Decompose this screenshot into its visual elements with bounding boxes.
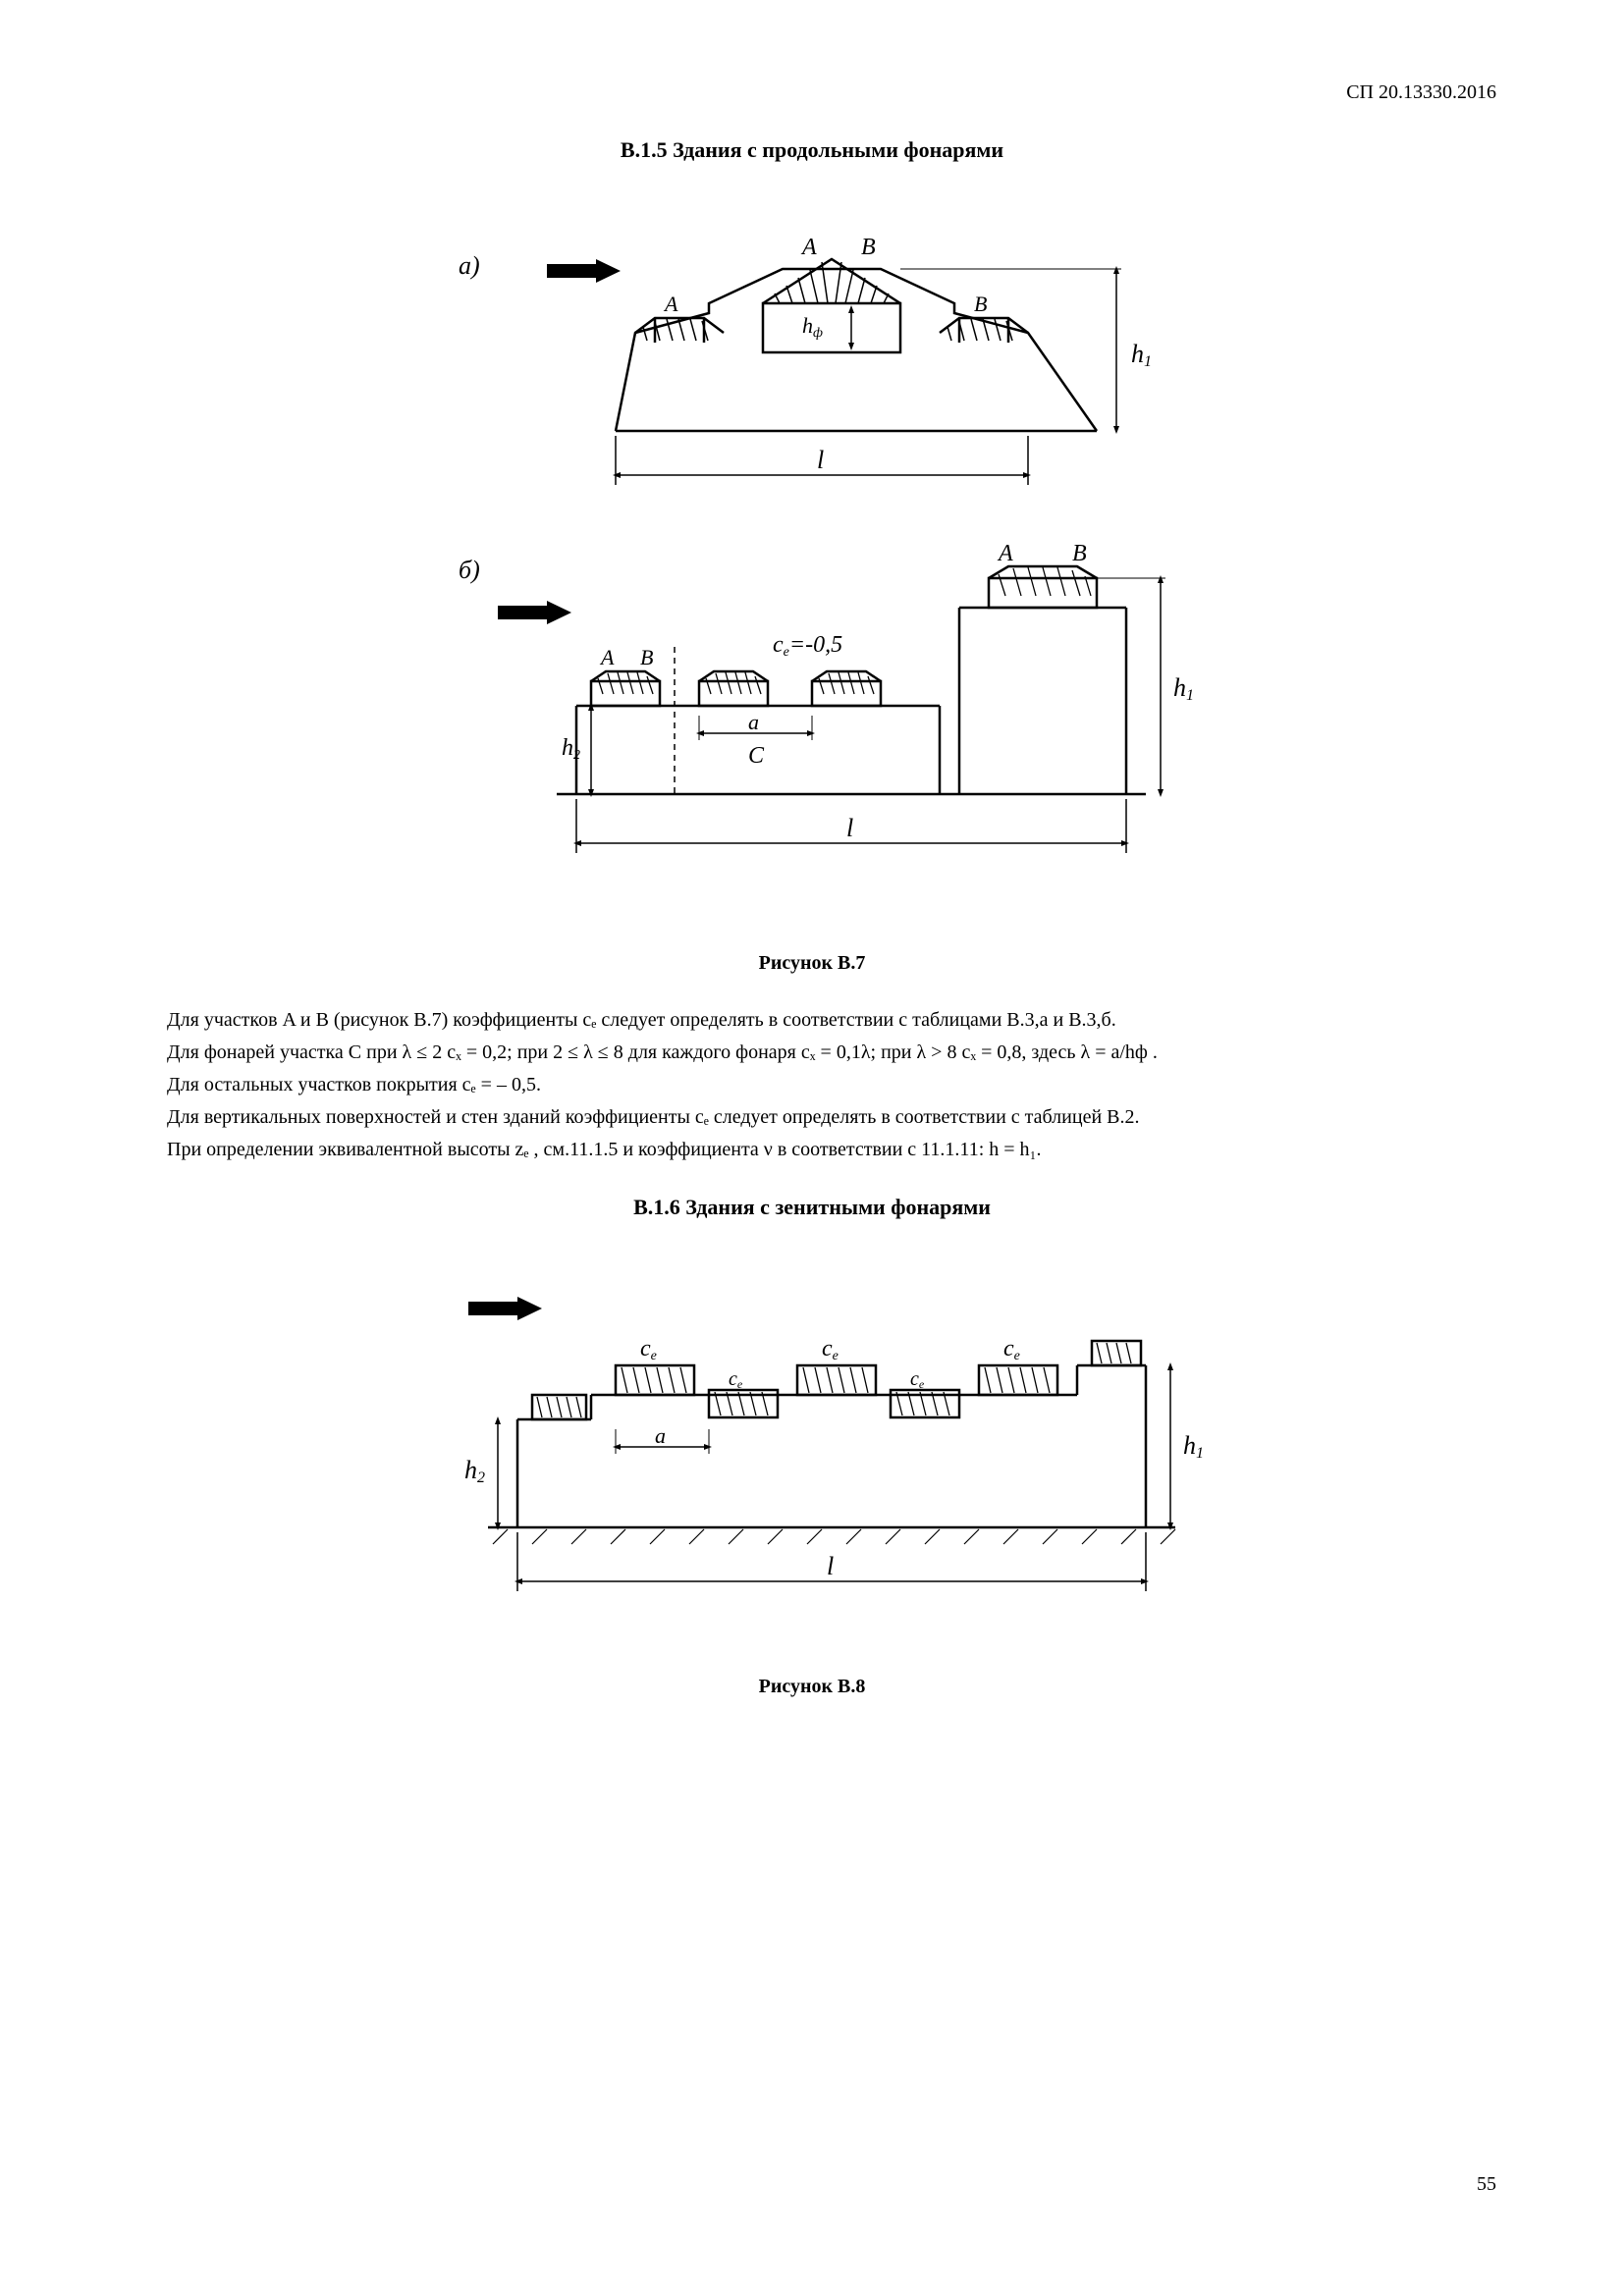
figure-b8: ce ce ce ce ce h2 h1 a l (128, 1272, 1496, 1653)
label-h2-b8: h2 (464, 1456, 485, 1486)
body-p1: Для участков A и B (рисунок В.7) коэффиц… (128, 1006, 1496, 1034)
label-h1-b8: h1 (1183, 1431, 1204, 1462)
wind-arrow-b8-icon (468, 1297, 542, 1320)
hatching-b (598, 567, 1091, 694)
label-h1-b: h1 (1173, 673, 1194, 704)
section-b16-title: В.1.6 Здания с зенитными фонарями (128, 1193, 1496, 1223)
label-a-b8: a (655, 1423, 666, 1448)
body-p5: При определении эквивалентной высоты zₑ … (128, 1136, 1496, 1163)
label-B-b1: B (640, 645, 653, 669)
building-b8-outline (488, 1341, 1175, 1527)
label-a: а) (459, 251, 480, 280)
label-ce-2: ce (822, 1336, 839, 1363)
label-a-dim: a (748, 710, 759, 734)
wind-arrow-b-icon (498, 601, 571, 624)
label-ce-val: ce=-0,5 (773, 632, 842, 660)
figure-b8-caption: Рисунок В.8 (128, 1673, 1496, 1700)
body-p3: Для остальных участков покрытия cₑ = – 0… (128, 1071, 1496, 1098)
label-h1-a: h1 (1131, 340, 1152, 370)
label-C: C (748, 743, 765, 769)
label-A-b: A (599, 645, 615, 669)
label-B-top: B (861, 235, 876, 260)
label-A-side: A (663, 292, 678, 316)
label-l-b: l (846, 814, 853, 842)
label-ce-4: ce (729, 1368, 743, 1391)
label-B-tall: B (1072, 541, 1087, 566)
ground-hatching-icon (493, 1529, 1175, 1544)
label-A-top: A (800, 235, 817, 260)
label-ce-1: ce (640, 1336, 657, 1363)
label-B-side: B (974, 292, 987, 316)
label-h-phi: hф (802, 313, 823, 341)
page-number: 55 (1477, 2170, 1496, 2198)
label-ce-3: ce (1003, 1336, 1020, 1363)
document-code: СП 20.13330.2016 (128, 79, 1496, 106)
label-A-tall: A (997, 541, 1013, 566)
figure-b7: а) (128, 215, 1496, 930)
label-b: б) (459, 556, 480, 584)
label-l-b8: l (827, 1552, 834, 1580)
label-ce-5: ce (910, 1368, 925, 1391)
body-p2: Для фонарей участка C при λ ≤ 2 cₓ = 0,2… (128, 1039, 1496, 1066)
building-b-outline (557, 566, 1146, 794)
section-b15-title: В.1.5 Здания с продольными фонарями (128, 135, 1496, 166)
body-p4: Для вертикальных поверхностей и стен зда… (128, 1103, 1496, 1131)
figure-b7-caption: Рисунок В.7 (128, 949, 1496, 977)
label-l-a: l (817, 446, 824, 474)
hatching-a (643, 262, 1012, 341)
wind-arrow-a-icon (547, 259, 621, 283)
building-a-outline (616, 259, 1097, 431)
